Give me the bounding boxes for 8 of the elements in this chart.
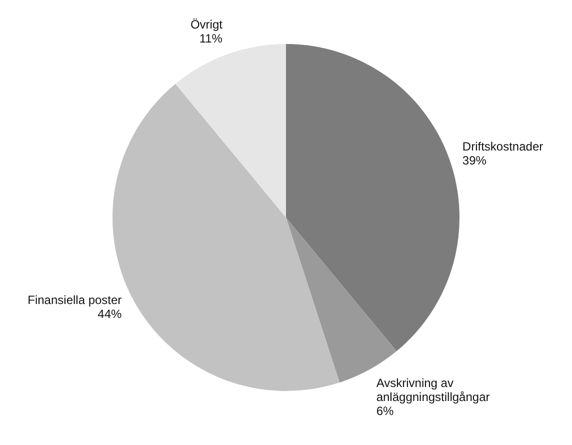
data-label: 44% <box>98 307 122 322</box>
slice-label: Övrigt <box>190 17 224 32</box>
slice-label: Avskrivning av anläggningstillgångar <box>376 376 490 404</box>
data-label: 6% <box>376 404 394 418</box>
slice-label: Driftskostnader <box>462 139 544 154</box>
data-label: 11% <box>199 31 223 46</box>
data-label: 39% <box>462 153 487 168</box>
slice-label: Finansiella poster <box>28 293 122 308</box>
